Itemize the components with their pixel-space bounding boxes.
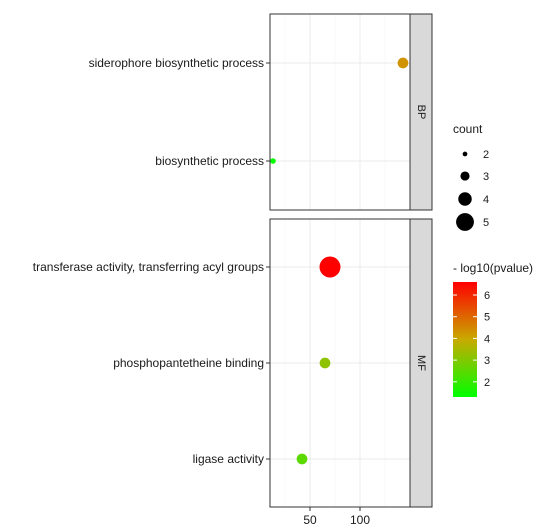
color-legend-label: 2	[484, 377, 490, 389]
data-point	[319, 357, 331, 369]
data-point	[296, 453, 308, 465]
y-tick-label: biosynthetic process	[155, 154, 264, 168]
size-legend-key	[458, 192, 472, 206]
color-legend-label: 5	[484, 312, 490, 324]
color-legend: - log10(pvalue) 2 3 4 5 6	[453, 261, 533, 397]
x-tick-label: 50	[303, 513, 317, 527]
facet-panel-bp: biosynthetic process siderophore biosynth…	[89, 13, 433, 211]
size-legend-label: 3	[483, 171, 489, 183]
panel-background	[270, 14, 410, 210]
facet-strip-label: BP	[415, 105, 427, 120]
y-tick-label: phosphopantetheine binding	[113, 356, 264, 370]
size-legend-label: 5	[483, 217, 489, 229]
size-legend-key	[462, 151, 468, 157]
facet-strip	[409, 13, 433, 211]
y-tick-label: ligase activity	[193, 452, 264, 466]
y-tick-label: transferase activity, transferring acyl …	[33, 260, 264, 274]
size-legend-key	[456, 213, 474, 231]
y-tick-label: siderophore biosynthetic process	[89, 56, 264, 70]
data-point	[319, 256, 341, 278]
color-legend-title: - log10(pvalue)	[453, 261, 533, 275]
color-legend-label: 4	[484, 333, 490, 345]
color-legend-label: 3	[484, 355, 490, 367]
data-point	[270, 158, 276, 164]
x-tick-label: 100	[350, 513, 370, 527]
size-legend-label: 4	[483, 194, 489, 206]
size-legend: count 2 3 4 5	[453, 122, 489, 231]
data-point	[397, 57, 409, 69]
facet-panel-mf: ligase activity phosphopantetheine bindin…	[33, 218, 433, 508]
facet-strip-label: MF	[415, 355, 427, 371]
facet-strip	[409, 218, 433, 508]
size-legend-key	[460, 171, 470, 181]
color-legend-label: 6	[484, 290, 490, 302]
size-legend-title: count	[453, 122, 483, 136]
size-legend-label: 2	[483, 149, 489, 161]
color-bar	[453, 282, 477, 397]
